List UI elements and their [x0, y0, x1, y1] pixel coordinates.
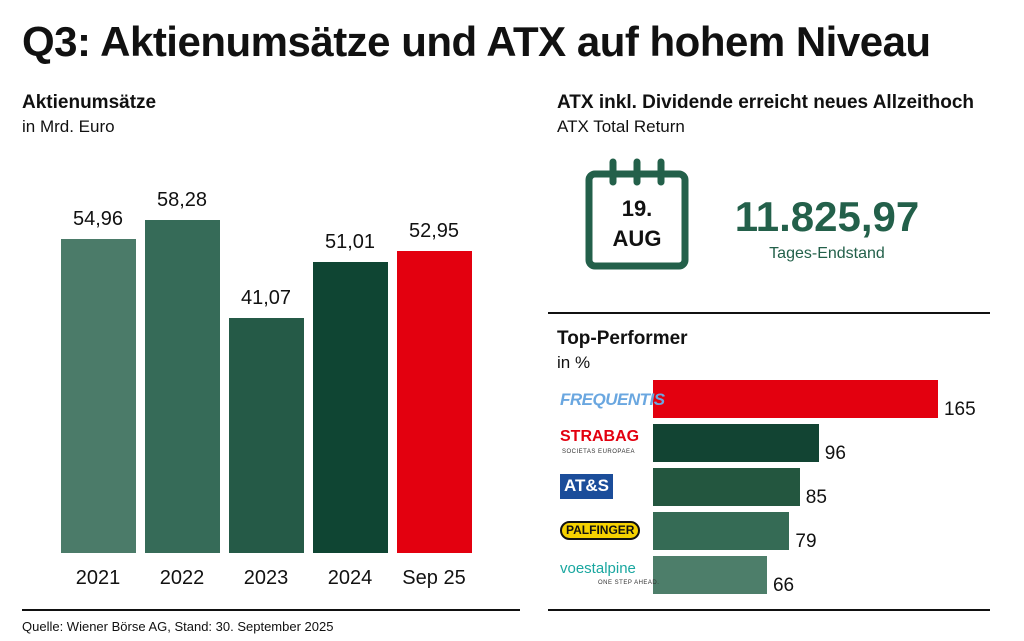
x-tick-label: 2021 — [75, 567, 121, 589]
bar-value-label: 96 — [824, 443, 846, 464]
bar-value-label: 52,95 — [408, 219, 460, 242]
bar-value-label: 51,01 — [324, 230, 376, 253]
bar-strabag — [653, 424, 819, 462]
x-tick-label: 2022 — [159, 567, 205, 589]
bar-value-label: 41,07 — [240, 287, 292, 310]
turnover-unit: in Mrd. Euro — [22, 117, 115, 136]
at-s-logo: AT&S — [560, 474, 614, 499]
x-tick-label: 2023 — [243, 567, 289, 589]
bar-value-label: 58,28 — [156, 189, 208, 212]
bar-value-label: 85 — [805, 487, 827, 508]
bar-Sep-25 — [397, 250, 472, 553]
page-title: Q3: Aktienumsätze und ATX auf hohem Nive… — [22, 18, 931, 65]
atx-value-label: Tages-Endstand — [769, 245, 885, 262]
x-tick-label: 2024 — [327, 567, 373, 589]
logo-tagline: SOCIETAS EUROPAEA — [562, 449, 635, 455]
source-note: Quelle: Wiener Börse AG, Stand: 30. Sept… — [22, 619, 334, 634]
calendar-icon: 19. AUG — [585, 158, 689, 270]
top-performer-unit: in % — [557, 353, 591, 372]
divider-right-top — [548, 312, 990, 314]
frequentis-logo: FREQUENTIS — [560, 390, 665, 409]
bar-2023 — [229, 318, 304, 553]
bar-value-label: 79 — [795, 531, 817, 552]
bar-voestalpine — [653, 556, 767, 594]
calendar-month: AUG — [612, 226, 662, 251]
bar-value-label: 165 — [943, 399, 976, 420]
bar-value-label: 66 — [772, 575, 795, 596]
strabag-logo: STRABAG — [560, 428, 640, 445]
palfinger-logo: PALFINGER — [560, 521, 641, 541]
top-performer-heading: Top-Performer — [557, 328, 688, 349]
voestalpine-logo: voestalpine — [560, 560, 636, 577]
bar-2022 — [145, 220, 220, 553]
x-tick-label: Sep 25 — [402, 567, 466, 589]
atx-subheading: ATX Total Return — [557, 117, 685, 136]
bar-palfinger — [653, 512, 790, 550]
atx-heading: ATX inkl. Dividende erreicht neues Allze… — [557, 92, 975, 113]
logo-tagline: ONE STEP AHEAD. — [598, 580, 660, 586]
bar-2021 — [61, 239, 136, 553]
calendar-day: 19. — [621, 196, 653, 221]
bar-2024 — [313, 261, 388, 553]
atx-value: 11.825,97 — [734, 193, 920, 240]
bar-at-s — [653, 468, 800, 506]
bar-frequentis — [653, 380, 938, 418]
bar-value-label: 54,96 — [72, 208, 124, 231]
divider-left — [22, 609, 520, 611]
turnover-heading: Aktienumsätze — [22, 92, 157, 113]
divider-right-bottom — [548, 609, 990, 611]
